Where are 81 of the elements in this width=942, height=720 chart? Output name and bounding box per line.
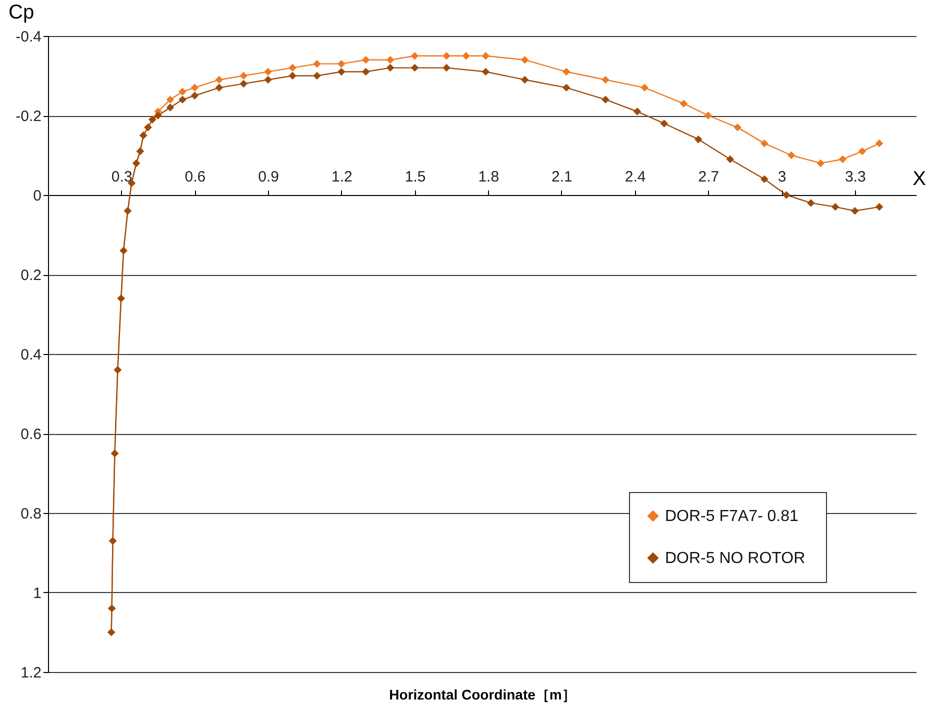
point (338, 68, 346, 76)
y-tick-label: 0 (33, 188, 42, 204)
point (240, 80, 248, 88)
point (782, 191, 790, 199)
point (602, 76, 610, 84)
x-tick-label: 2.7 (698, 168, 720, 186)
legend-label: DOR-5 F7A7- 0.81 (665, 508, 798, 525)
point (875, 203, 884, 211)
y-tick-label: 0.8 (20, 506, 42, 522)
point (831, 203, 840, 211)
point (704, 112, 712, 120)
x-tick-label: 1.8 (478, 168, 500, 186)
point (215, 76, 224, 84)
point (264, 76, 272, 84)
point (288, 64, 296, 72)
point (602, 96, 610, 104)
y-tick-label: 0.4 (20, 346, 42, 364)
point (338, 60, 346, 68)
x-tick-label: 2.4 (624, 168, 646, 186)
x-axis-title: Horizontal Coordinate［m］ (389, 686, 576, 702)
point (680, 100, 688, 108)
point (482, 52, 490, 60)
y-tick-label: 0.2 (20, 267, 42, 284)
point (410, 52, 419, 60)
point (875, 139, 884, 148)
y-tick-label: 1.2 (20, 664, 42, 682)
x-tick-label: 3 (778, 168, 786, 186)
y-tick-label: -0.4 (16, 28, 42, 46)
x-tick-label: 1.2 (331, 168, 352, 186)
point (190, 84, 199, 92)
point (858, 147, 866, 156)
point (520, 56, 529, 64)
point (313, 60, 321, 68)
annotation: X (912, 168, 926, 190)
point (166, 96, 174, 104)
point (734, 124, 742, 132)
point (362, 68, 370, 76)
y-tick-label: 0.6 (20, 426, 42, 443)
point (240, 72, 248, 80)
point (851, 207, 859, 215)
point (410, 64, 419, 72)
point (482, 68, 490, 76)
point (694, 135, 702, 144)
x-tick-label: 3.3 (844, 168, 866, 186)
point (190, 92, 199, 100)
point (562, 68, 570, 76)
point (166, 104, 174, 112)
point (386, 64, 394, 72)
x-tick-label: 0.3 (111, 168, 132, 186)
point (442, 52, 450, 60)
y-tick-label: 1 (33, 585, 42, 602)
point (838, 155, 847, 164)
point (787, 151, 796, 160)
point (660, 120, 668, 128)
point (726, 155, 734, 164)
x-tick-label: 0.6 (184, 168, 206, 186)
point (178, 88, 186, 96)
point (264, 68, 272, 76)
point (178, 96, 186, 104)
point (816, 159, 825, 168)
point (442, 64, 450, 72)
x-tick-label: 2.1 (552, 168, 572, 186)
x-tick-label: 0.9 (258, 168, 279, 186)
point (462, 52, 470, 60)
point (288, 72, 296, 80)
point (386, 56, 394, 64)
point (633, 108, 642, 116)
point (313, 72, 321, 80)
point (362, 56, 370, 64)
y-tick-label: -0.2 (16, 108, 42, 125)
point (154, 112, 162, 120)
point (215, 84, 224, 92)
point (640, 84, 648, 92)
legend-label: DOR-5 NO ROTOR (665, 550, 806, 567)
y-axis-title: Cp (8, 2, 34, 24)
point (806, 199, 815, 207)
point (520, 76, 529, 84)
point (562, 84, 570, 92)
point (760, 139, 768, 148)
x-tick-label: 1.5 (404, 168, 426, 186)
point (760, 175, 768, 183)
